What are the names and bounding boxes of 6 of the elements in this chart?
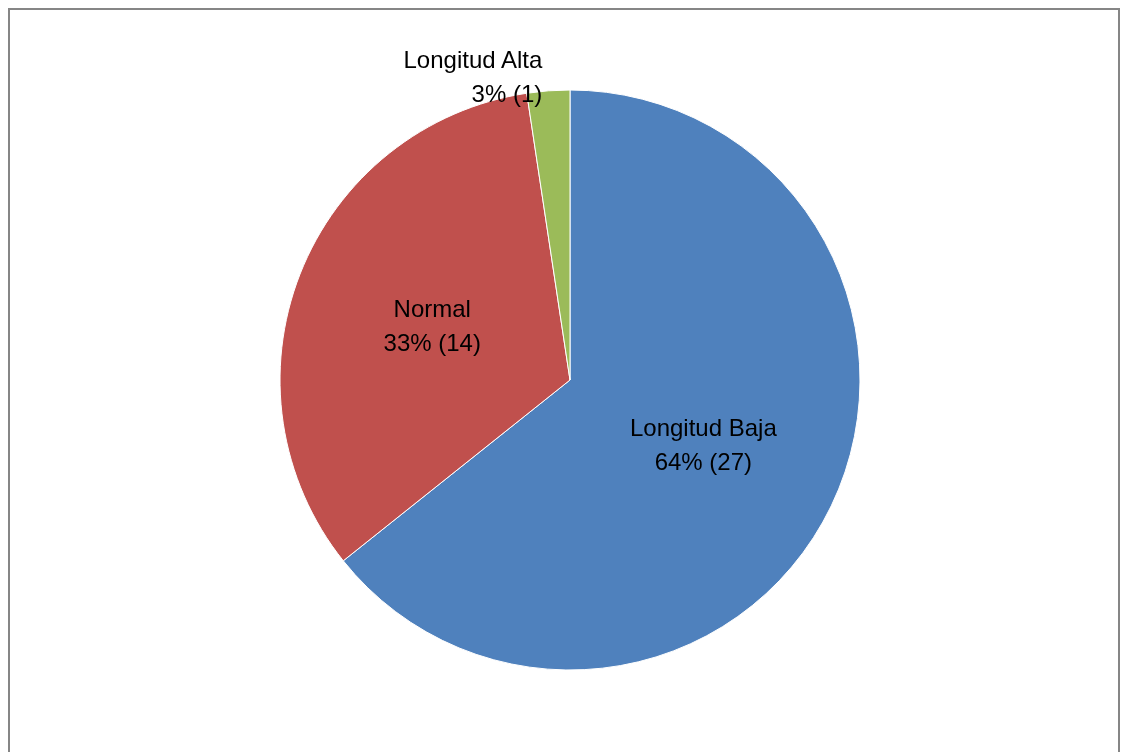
slice-label: Longitud Alta xyxy=(403,46,543,74)
slice-label: Normal xyxy=(393,295,471,323)
slice-label: Longitud Baja xyxy=(629,413,778,441)
data-label: 3% (1) xyxy=(471,80,543,108)
data-label: 64% (27) xyxy=(654,447,753,475)
data-label: 33% (14) xyxy=(383,329,481,357)
